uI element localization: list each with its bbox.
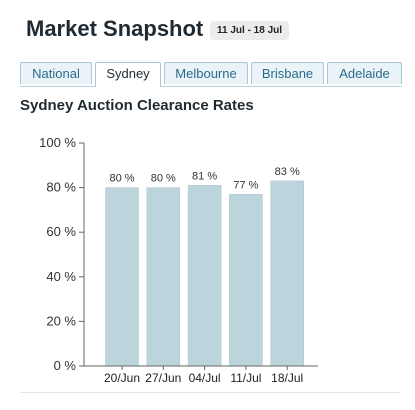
y-tick-label: 0 % [54,358,77,373]
tab-melbourne[interactable]: Melbourne [164,62,248,84]
tab-sydney[interactable]: Sydney [95,62,161,87]
date-range-badge: 11 Jul - 18 Jul [210,21,290,40]
y-tick-label: 20 % [46,313,76,328]
x-tick-label: 20/Jun [104,371,140,385]
x-tick-label: 11/Jul [230,371,261,385]
y-tick-label: 100 % [39,135,76,150]
tab-brisbane[interactable]: Brisbane [251,62,324,84]
section-title: Sydney Auction Clearance Rates [20,97,254,114]
page-title: Market Snapshot [26,16,204,41]
y-tick-label: 40 % [46,269,76,284]
bar-value-label: 81 % [192,170,217,182]
x-tick-label: 27/Jun [145,371,181,385]
city-tabs: National Sydney Melbourne Brisbane Adela… [20,62,402,87]
tab-national[interactable]: National [20,62,92,84]
bar-value-label: 80 % [109,173,134,185]
y-tick-label: 80 % [46,180,76,195]
bar [270,180,304,367]
x-tick-label: 04/Jul [189,371,221,385]
x-tick-label: 18/Jul [271,371,303,385]
y-tick-label: 60 % [46,224,76,239]
bar [105,187,139,367]
bar [187,185,222,367]
divider [20,392,400,393]
bar [146,187,181,367]
bar-value-label: 83 % [275,166,300,178]
bar [229,194,263,367]
tab-adelaide[interactable]: Adelaide [327,62,402,84]
bar-value-label: 77 % [233,179,258,191]
bar-value-label: 80 % [151,173,176,185]
